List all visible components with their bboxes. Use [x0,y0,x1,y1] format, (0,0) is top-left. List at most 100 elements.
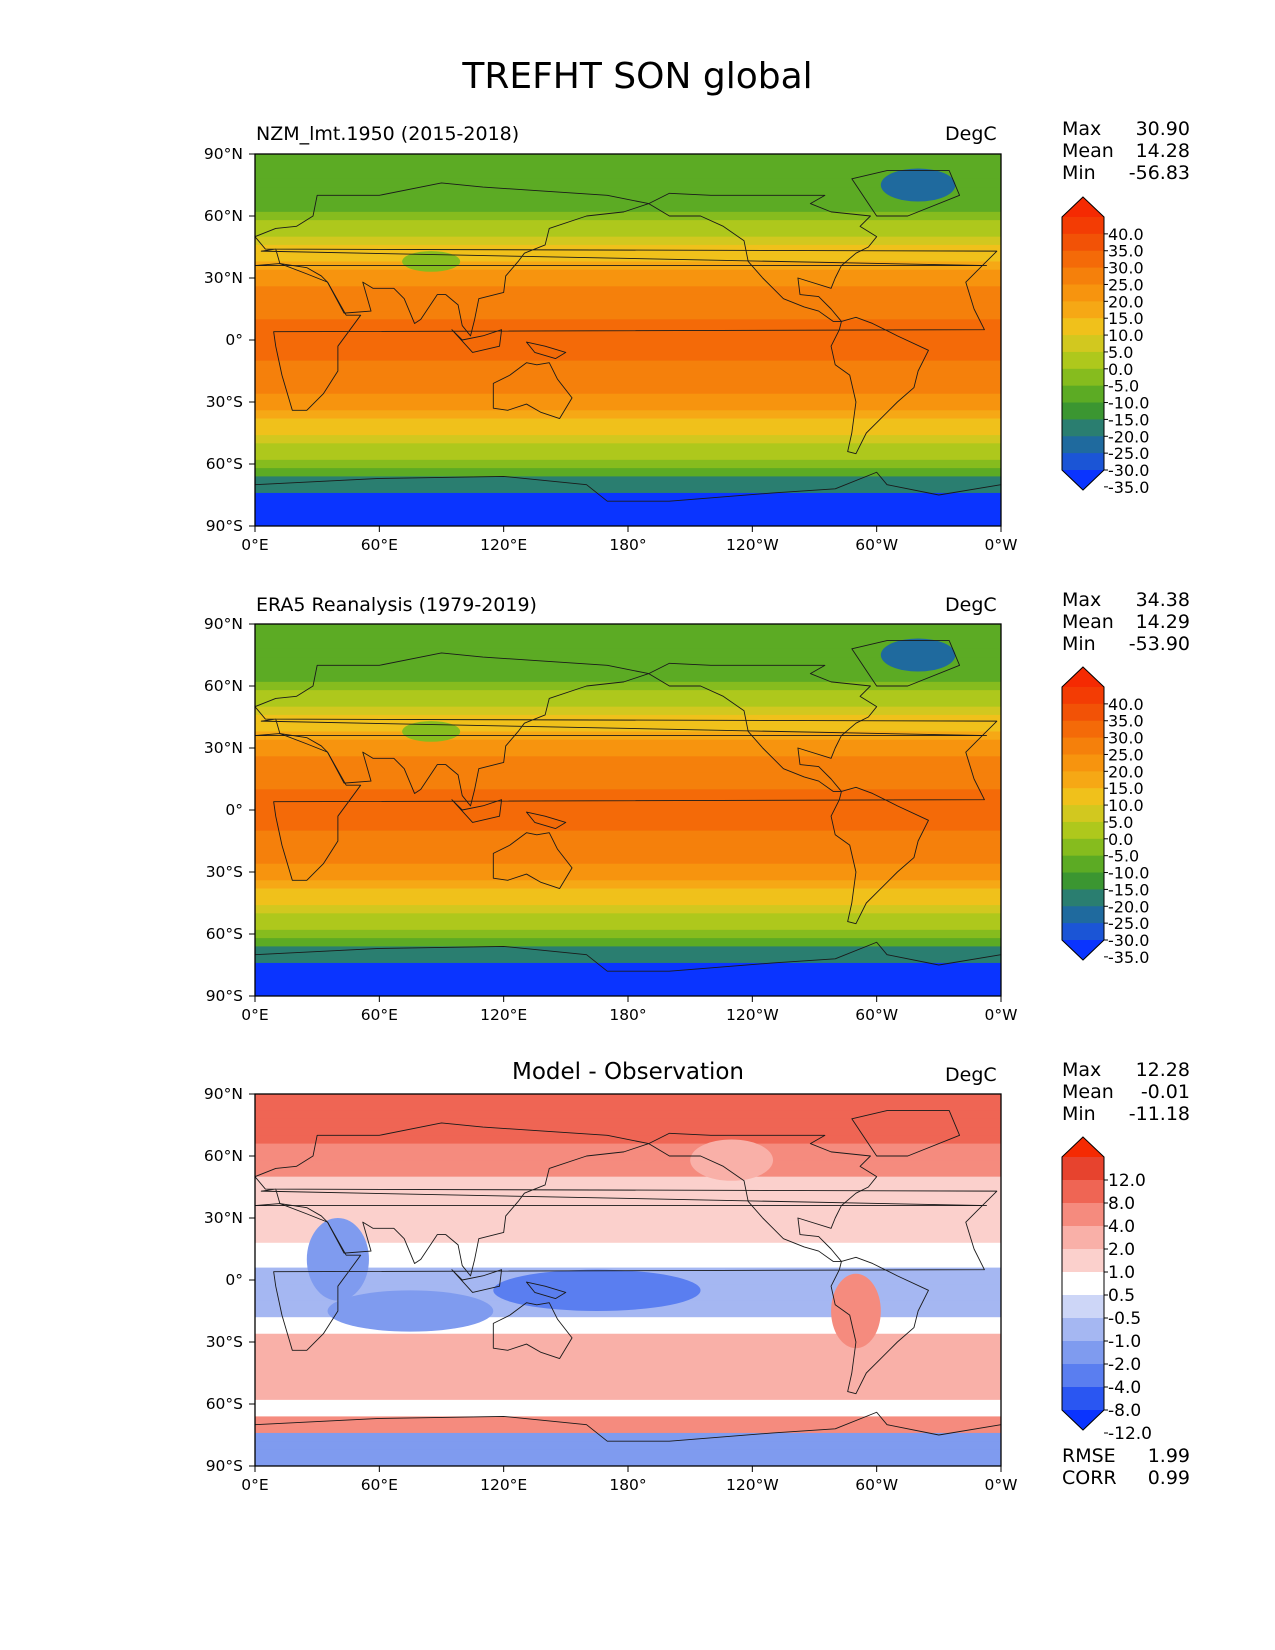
contour-band [255,1209,1001,1219]
colorbar-swatch [1062,1226,1104,1250]
colorbar-swatch [1062,923,1104,941]
contour-band [255,1375,1001,1384]
y-tick-label: 0° [225,1271,243,1289]
contour-band [255,673,1001,683]
colorbar-label: 5.0 [1108,343,1133,362]
contour-band [255,162,1001,172]
x-tick-label: 120°W [726,536,779,554]
x-tick-label: 60°W [855,1476,898,1494]
panel-3-stats: Max 12.28 Mean -0.01 Min -11.18 [1062,1059,1190,1125]
contour-band [255,402,1001,411]
coastline [492,362,573,419]
contour-band [255,1259,1001,1269]
coastline [526,1281,567,1300]
contour-band [255,872,1001,881]
coastline [830,1256,929,1395]
contour-band [255,228,1001,238]
contour-band [255,294,1001,304]
contour-band [255,1226,1001,1236]
x-tick-label: 120°E [480,1006,527,1024]
x-tick-label: 60°E [361,1476,398,1494]
colorbar-swatch [1062,217,1104,235]
colorbar-extend-min [1062,470,1104,490]
contour-band [255,1366,1001,1376]
coastline [851,640,961,687]
map-panel-3 [254,1093,1002,1467]
feature-blob [880,638,956,672]
colorbar-label: -35.0 [1108,478,1149,497]
coastline [648,192,878,322]
colorbar-label: -5.0 [1108,377,1139,396]
colorbar-label: -20.0 [1108,897,1149,916]
colorbar-label: 4.0 [1108,1217,1135,1237]
x-tick-label: 120°E [480,536,527,554]
stat-label: RMSE [1062,1445,1116,1467]
panel-1-stats: Max 30.90 Mean 14.28 Min -56.83 [1062,118,1190,184]
contour-band [255,863,1001,873]
contour-band [255,385,1001,395]
contour-band [255,706,1001,716]
y-tick-label: 90°S [206,987,243,1005]
colorbar-label: 10.0 [1108,796,1144,815]
contour-band [255,418,1001,428]
colorbar-swatch [1062,737,1104,755]
contour-band [255,847,1001,857]
y-tick-label: 60°N [204,1147,243,1165]
contour-band [255,368,1001,378]
colorbar-label: 8.0 [1108,1194,1135,1214]
colorbar-label: 25.0 [1108,745,1144,764]
y-tick-label: 30°S [206,393,243,411]
stat-value: 34.38 [1135,589,1190,611]
contour-band [255,1251,1001,1260]
contour-band [255,484,1001,494]
contour-band [255,971,1001,981]
y-tick-label: 30°S [206,1333,243,1351]
contour-band [255,1143,1001,1153]
x-tick-label: 120°W [726,1006,779,1024]
colorbar-extend-max [1062,197,1104,217]
coastline [255,263,985,411]
y-tick-label: 60°S [206,925,243,943]
stat-label: Min [1062,162,1096,184]
y-tick-label: 30°N [204,269,243,287]
colorbar-swatch [1062,805,1104,823]
contour-band [255,203,1001,213]
stat-label: Mean [1062,140,1114,162]
contour-band [255,1193,1001,1203]
colorbar-label: 5.0 [1108,813,1133,832]
colorbar-label: 40.0 [1108,695,1144,714]
colorbar-swatch [1062,351,1104,370]
colorbar-swatch [1062,267,1104,285]
map-field [255,624,1001,996]
contour-band [255,888,1001,898]
panel-2-units: DegC [945,594,997,616]
contour-band [255,1325,1001,1335]
contour-band [255,1160,1001,1169]
coastline [492,832,573,889]
contour-band [255,797,1001,807]
contour-band [255,327,1001,337]
x-tick-label: 0°E [241,536,268,554]
contour-band [255,1408,1001,1417]
contour-band [255,624,1001,633]
colorbar-label: 20.0 [1108,292,1144,311]
x-tick-label: 0°E [241,1006,268,1024]
colorbar-swatch [1062,402,1104,420]
colorbar-label: -10.0 [1108,394,1149,413]
contour-band [255,979,1001,989]
x-tick-label: 120°W [726,1476,779,1494]
colorbar-swatch [1062,1387,1104,1411]
colorbar-extend-max [1062,1137,1104,1157]
colorbar-swatch [1062,754,1104,772]
colorbar-swatch [1062,720,1104,739]
contour-band [255,319,1001,329]
x-tick-label: 180° [609,536,646,554]
y-tick-label: 90°S [206,517,243,535]
contour-band [255,1242,1001,1252]
colorbar-swatch [1062,453,1104,471]
contour-band [255,690,1001,699]
contour-band [255,352,1001,362]
contour-band [255,1118,1001,1128]
colorbar-swatch [1062,855,1104,874]
